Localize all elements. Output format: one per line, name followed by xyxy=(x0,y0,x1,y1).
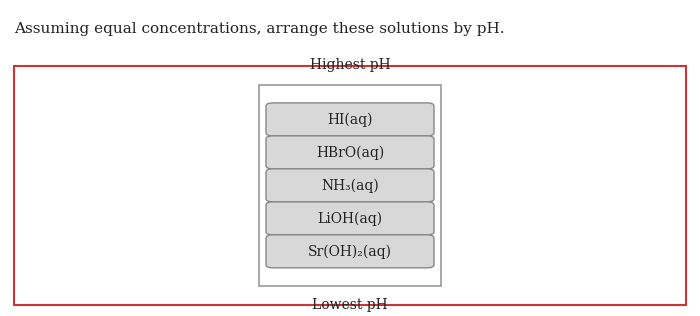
FancyBboxPatch shape xyxy=(266,103,434,136)
Text: HBrO(aq): HBrO(aq) xyxy=(316,145,384,160)
FancyBboxPatch shape xyxy=(266,169,434,202)
Text: Assuming equal concentrations, arrange these solutions by pH.: Assuming equal concentrations, arrange t… xyxy=(14,22,505,36)
Text: Sr(OH)₂(aq): Sr(OH)₂(aq) xyxy=(308,244,392,258)
Text: LiOH(aq): LiOH(aq) xyxy=(317,211,383,226)
FancyBboxPatch shape xyxy=(266,202,434,235)
FancyBboxPatch shape xyxy=(14,66,686,305)
Text: Highest pH: Highest pH xyxy=(309,58,391,72)
FancyBboxPatch shape xyxy=(266,136,434,169)
Text: Lowest pH: Lowest pH xyxy=(312,298,388,313)
FancyBboxPatch shape xyxy=(266,235,434,268)
FancyBboxPatch shape xyxy=(259,85,441,286)
Text: NH₃(aq): NH₃(aq) xyxy=(321,178,379,192)
Text: HI(aq): HI(aq) xyxy=(328,112,372,127)
